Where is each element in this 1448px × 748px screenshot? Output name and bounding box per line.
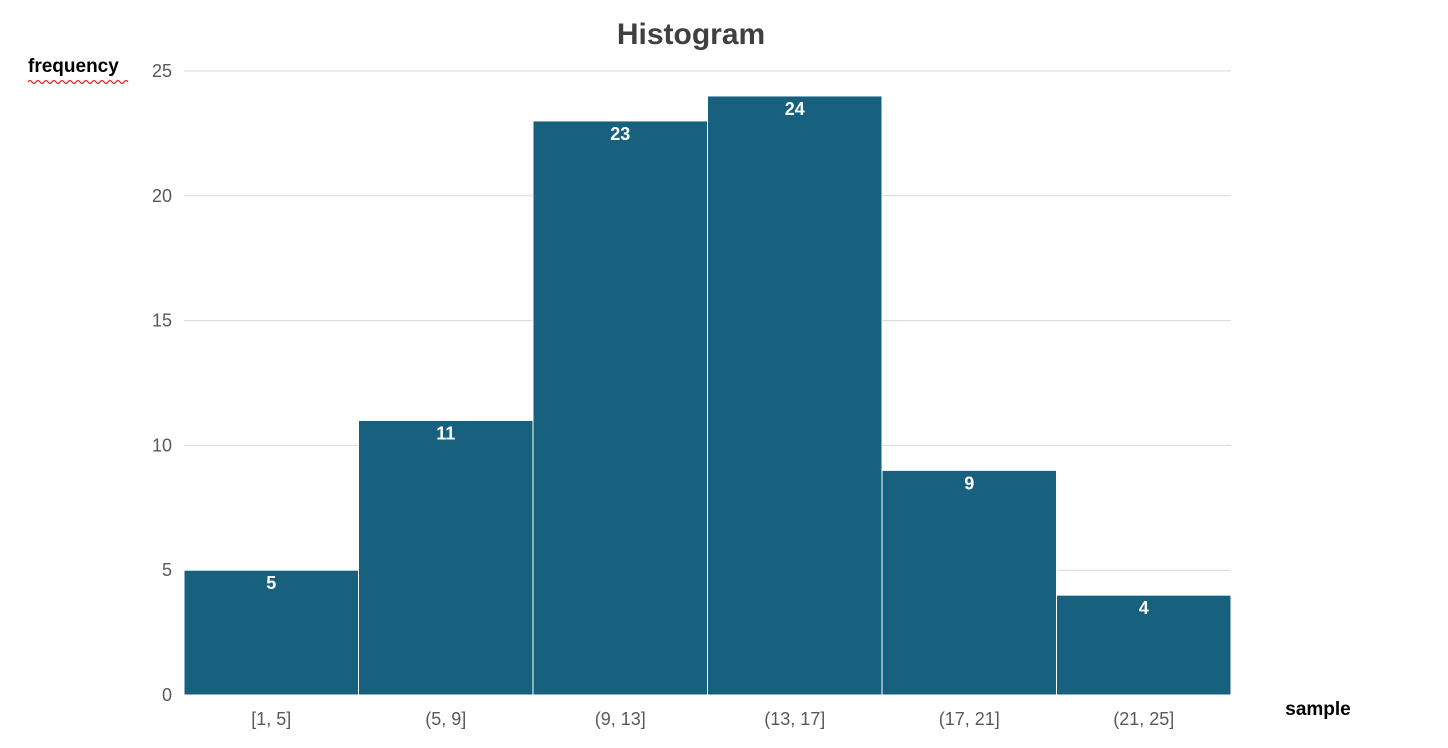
y-axis-label: frequency bbox=[28, 56, 119, 77]
y-axis-ticks: 0 5 10 15 20 25 bbox=[152, 61, 172, 705]
y-tick-label: 15 bbox=[152, 311, 172, 331]
bar-value-label: 24 bbox=[785, 99, 805, 119]
x-tick-label: (13, 17] bbox=[764, 709, 825, 729]
bar-value-label: 4 bbox=[1139, 598, 1149, 618]
x-tick-label: (21, 25] bbox=[1113, 709, 1174, 729]
x-tick-label: (5, 9] bbox=[425, 709, 466, 729]
chart-title: Histogram bbox=[617, 18, 765, 51]
x-axis-label: sample bbox=[1285, 699, 1350, 720]
y-tick-label: 25 bbox=[152, 61, 172, 81]
spellcheck-underline bbox=[27, 79, 129, 85]
x-tick-label: (9, 13] bbox=[595, 709, 646, 729]
bar-value-label: 11 bbox=[436, 423, 455, 443]
y-tick-label: 20 bbox=[152, 186, 172, 206]
histogram-bar bbox=[183, 569, 359, 696]
data-labels: 5 11 23 24 9 4 bbox=[266, 99, 1149, 618]
bar-value-label: 9 bbox=[964, 473, 974, 493]
histogram-bar bbox=[358, 419, 534, 696]
histogram-bar bbox=[881, 469, 1057, 696]
x-tick-label: [1, 5] bbox=[251, 709, 291, 729]
histogram-bar bbox=[1056, 594, 1232, 696]
bars bbox=[183, 95, 1232, 696]
x-axis-ticks: [1, 5] (5, 9] (9, 13] (13, 17] (17, 21] (21, … bbox=[251, 709, 1174, 729]
histogram-bar bbox=[532, 120, 708, 696]
bar-value-label: 5 bbox=[266, 573, 276, 593]
y-tick-label: 0 bbox=[162, 685, 172, 705]
x-tick-label: (17, 21] bbox=[939, 709, 1000, 729]
histogram-bar bbox=[707, 95, 883, 696]
bar-value-label: 23 bbox=[610, 124, 630, 144]
y-tick-label: 5 bbox=[162, 560, 172, 580]
y-tick-label: 10 bbox=[152, 435, 172, 455]
